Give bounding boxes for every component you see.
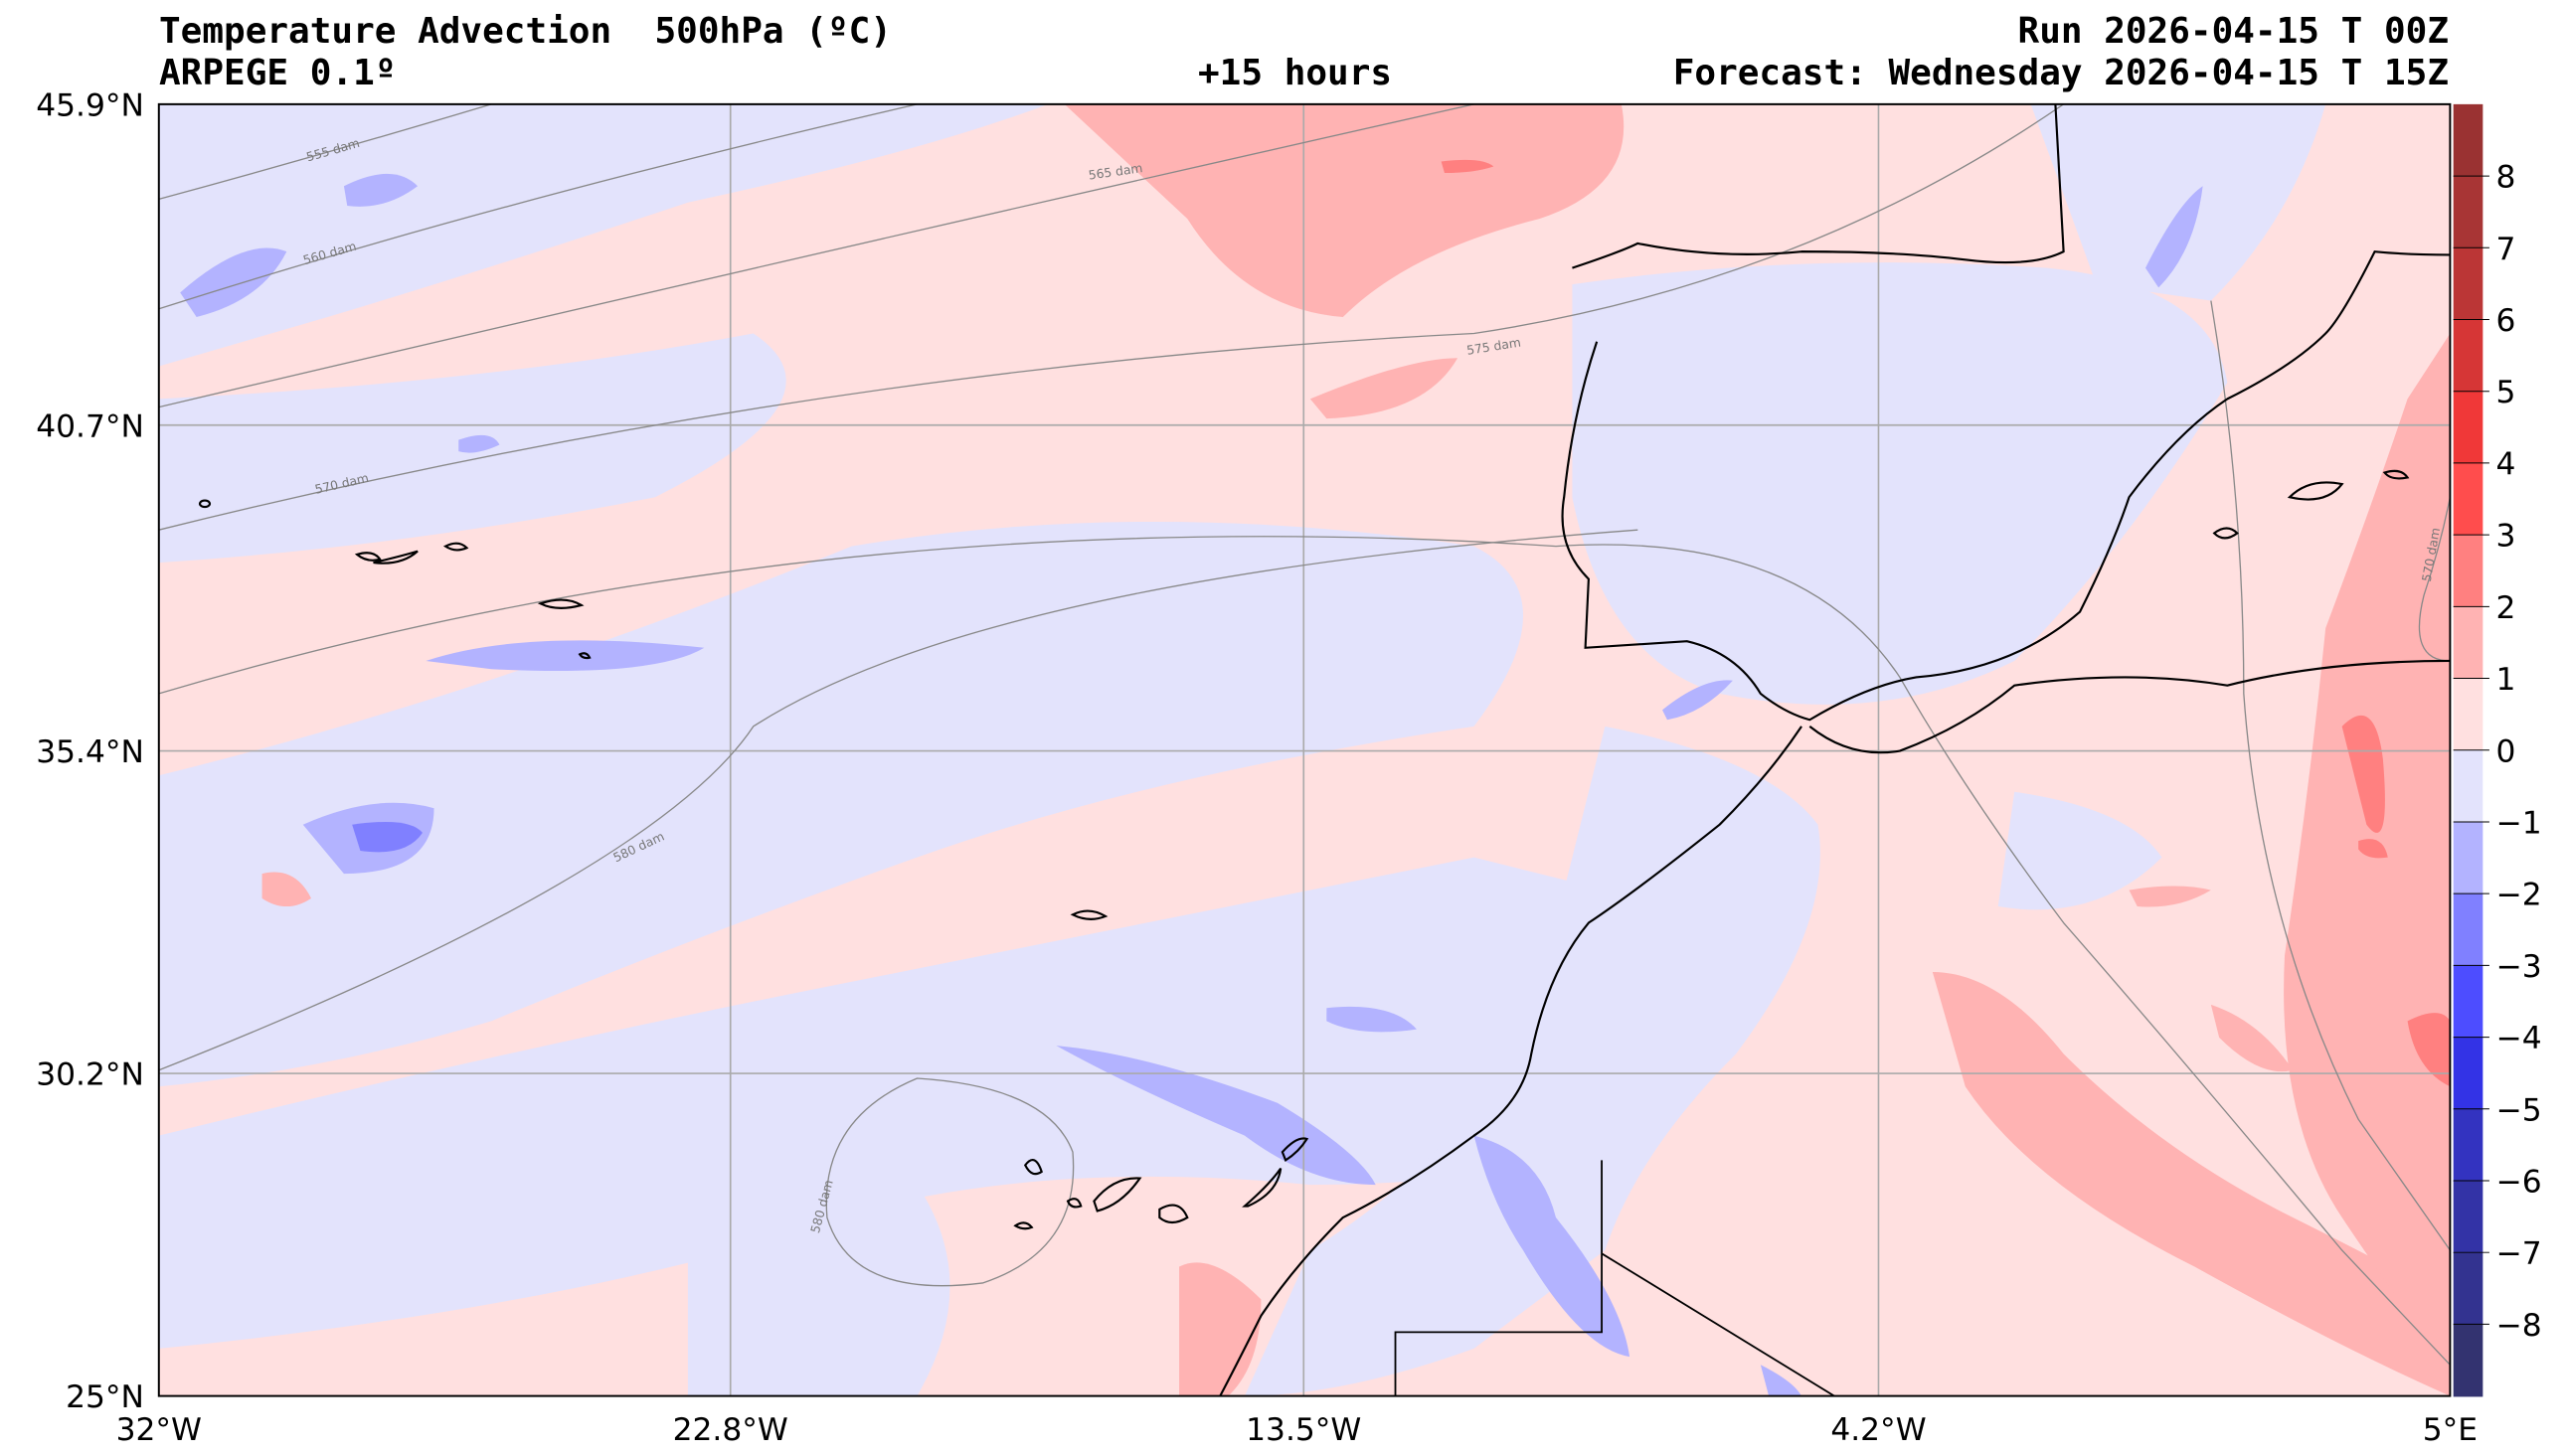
x-tick-label: 32°W (116, 1412, 202, 1448)
x-axis-labels: 32°W 22.8°W 13.5°W 4.2°W 5°E (116, 1412, 2478, 1448)
x-tick-label: 5°E (2423, 1412, 2478, 1448)
colorbar-tick-label: −6 (2496, 1165, 2542, 1201)
colorbar-tick-label: 5 (2496, 375, 2516, 410)
colorbar-tick-label: 0 (2496, 733, 2516, 769)
negative-advection-areas (158, 103, 2326, 1396)
colorbar-tick-label: −5 (2496, 1092, 2542, 1128)
colorbar-tick-label: −3 (2496, 949, 2542, 985)
colorbar-tick-label: −4 (2496, 1021, 2542, 1056)
x-tick-label: 4.2°W (1830, 1412, 1926, 1448)
x-tick-label: 13.5°W (1246, 1412, 1361, 1448)
coastlines (199, 103, 2451, 1396)
borders (1394, 1160, 1835, 1396)
gridlines (158, 103, 2451, 1396)
x-tick-label: 22.8°W (673, 1412, 788, 1448)
map-frame (157, 102, 2452, 1397)
colorbar-tick-label: 1 (2496, 662, 2516, 698)
colorbar-swatch (2453, 462, 2483, 536)
colorbar-swatch (2453, 1037, 2483, 1110)
colorbar-tick-label: −2 (2496, 878, 2542, 913)
colorbar-tick-label: 4 (2496, 446, 2516, 482)
colorbar-swatch (2453, 893, 2483, 967)
run-time: Run 2026-04-15 T 00Z (2017, 11, 2449, 52)
colorbar-tick-label: 8 (2496, 160, 2516, 196)
y-tick-label: 40.7°N (36, 408, 144, 444)
colorbar-swatch (2453, 176, 2483, 249)
colorbar-swatch (2453, 606, 2483, 680)
colorbar-swatch (2453, 391, 2483, 464)
colorbar-swatch (2453, 821, 2483, 894)
minus-2-area (352, 821, 424, 853)
minus-1-areas (180, 173, 2203, 1396)
y-tick-label: 25°N (66, 1379, 144, 1415)
chart-title: Temperature Advection 500hPa (ºC) (159, 11, 892, 52)
colorbar-swatch (2453, 535, 2483, 608)
colorbar-swatch (2453, 678, 2483, 751)
colorbar-swatch (2453, 247, 2483, 321)
colorbar-swatch (2453, 319, 2483, 393)
plus-2-areas (1441, 159, 2451, 1087)
colorbar-swatch (2453, 965, 2483, 1039)
y-axis-labels: 45.9°N 40.7°N 35.4°N 30.2°N 25°N (36, 87, 144, 1415)
colorbar-tick-label: 7 (2496, 232, 2516, 267)
colorbar-tick-label: −8 (2496, 1308, 2542, 1344)
colorbar-tick-label: −7 (2496, 1236, 2542, 1272)
colorbar-swatch (2453, 1180, 2483, 1254)
colorbar: 8 7 6 5 4 3 2 1 0 −1 −2 −3 −4 −5 −6 −7 −8 (2453, 103, 2542, 1397)
colorbar-swatch (2453, 1324, 2483, 1397)
geopotential-contours (158, 103, 2451, 1366)
forecast-time: Forecast: Wednesday 2026-04-15 T 15Z (1672, 53, 2449, 93)
lead-time: +15 hours (1198, 53, 1393, 93)
model-label: ARPEGE 0.1º (159, 53, 397, 93)
colorbar-swatch (2453, 1252, 2483, 1326)
map-field: 555 dam 560 dam 565 dam 570 dam 575 dam … (158, 103, 2451, 1396)
colorbar-swatch (2453, 1108, 2483, 1182)
y-tick-label: 45.9°N (36, 87, 144, 123)
colorbar-tick-label: 3 (2496, 519, 2516, 555)
colorbar-swatch (2453, 749, 2483, 823)
y-tick-label: 30.2°N (36, 1057, 144, 1093)
colorbar-swatch (2453, 103, 2483, 177)
y-tick-label: 35.4°N (36, 734, 144, 770)
colorbar-tick-label: −1 (2496, 805, 2542, 841)
colorbar-tick-label: 6 (2496, 303, 2516, 339)
colorbar-tick-label: 2 (2496, 590, 2516, 626)
